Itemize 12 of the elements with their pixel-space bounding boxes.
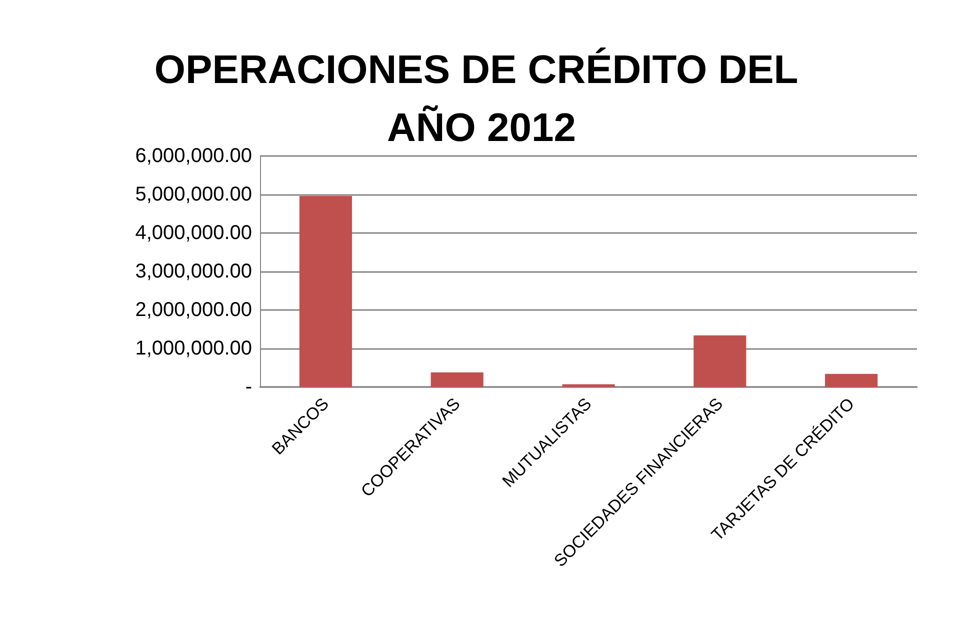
y-tick-label: 2,000,000.00	[135, 299, 252, 321]
bar	[430, 372, 484, 387]
bar	[299, 196, 352, 387]
y-tick-label: -	[245, 376, 252, 398]
bar	[562, 384, 615, 387]
y-tick-label: 3,000,000.00	[135, 260, 252, 282]
y-tick-label: 5,000,000.00	[135, 184, 252, 206]
y-tick-label: 1,000,000.00	[135, 338, 252, 360]
y-tick-label: 6,000,000.00	[135, 145, 252, 167]
bar	[694, 335, 746, 387]
bar	[825, 374, 878, 387]
y-tick-label: 4,000,000.00	[135, 222, 252, 244]
